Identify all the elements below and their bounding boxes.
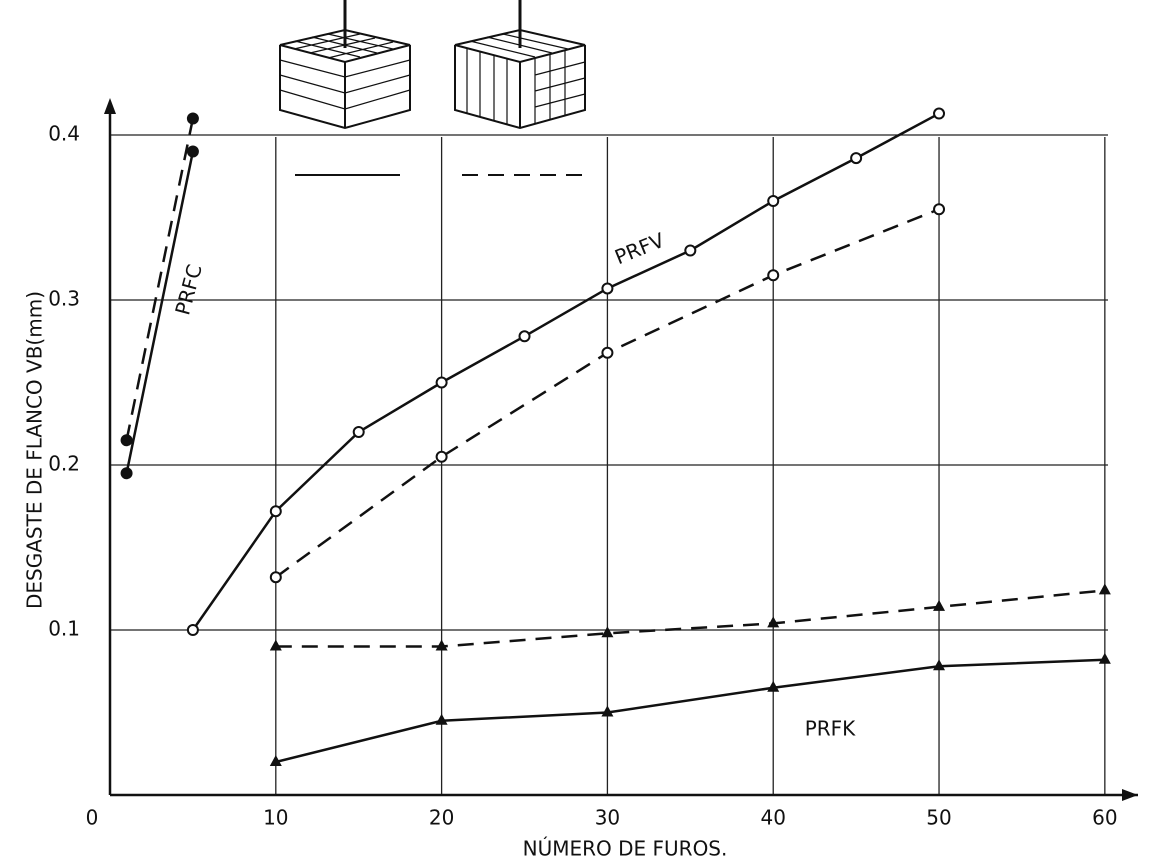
data-point (436, 714, 448, 725)
x-tick-label: 30 (595, 806, 620, 830)
x-axis-arrow (1122, 789, 1138, 801)
x-axis-label: NÚMERO DE FUROS. (523, 837, 728, 861)
data-point (602, 283, 612, 293)
annotation: PRFV (611, 228, 668, 270)
data-point (1099, 583, 1111, 594)
x-tick-label: 20 (429, 806, 454, 830)
data-point (270, 640, 282, 651)
y-tick-label: 0.2 (48, 452, 80, 476)
y-tick-label: 0.1 (48, 617, 80, 641)
x-tick-label: 10 (263, 806, 288, 830)
data-point (188, 625, 198, 635)
data-point (188, 147, 198, 157)
data-point (437, 452, 447, 462)
x-tick-label: 60 (1092, 806, 1117, 830)
data-point (768, 270, 778, 280)
x-tick-label: 0 (86, 806, 99, 830)
annotation: PRFC (170, 262, 206, 318)
data-point (685, 246, 695, 256)
data-point (437, 378, 447, 388)
data-point (933, 600, 945, 611)
y-tick-label: 0.4 (48, 122, 80, 146)
data-point (520, 331, 530, 341)
data-point (271, 572, 281, 582)
data-point (851, 153, 861, 163)
data-point (1099, 653, 1111, 664)
data-point (122, 468, 132, 478)
data-point (188, 114, 198, 124)
data-point (934, 109, 944, 119)
chart: NÚMERO DE FUROS. DESGASTE DE FLANCO VB(m… (0, 0, 1158, 868)
data-point (271, 506, 281, 516)
data-point (354, 427, 364, 437)
series-line (193, 114, 939, 630)
data-point (768, 196, 778, 206)
x-tick-label: 40 (760, 806, 785, 830)
data-point (122, 435, 132, 445)
y-axis-arrow (104, 98, 116, 114)
annotation: PRFK (805, 717, 856, 741)
y-axis-label: DESGASTE DE FLANCO VB(mm) (23, 291, 47, 609)
data-point (933, 659, 945, 670)
series-line (276, 590, 1105, 646)
y-tick-label: 0.3 (48, 287, 80, 311)
series-line (276, 660, 1105, 762)
data-point (602, 348, 612, 358)
x-tick-label: 50 (926, 806, 951, 830)
legend-cubes (280, 0, 590, 175)
data-point (601, 626, 613, 637)
data-point (934, 204, 944, 214)
